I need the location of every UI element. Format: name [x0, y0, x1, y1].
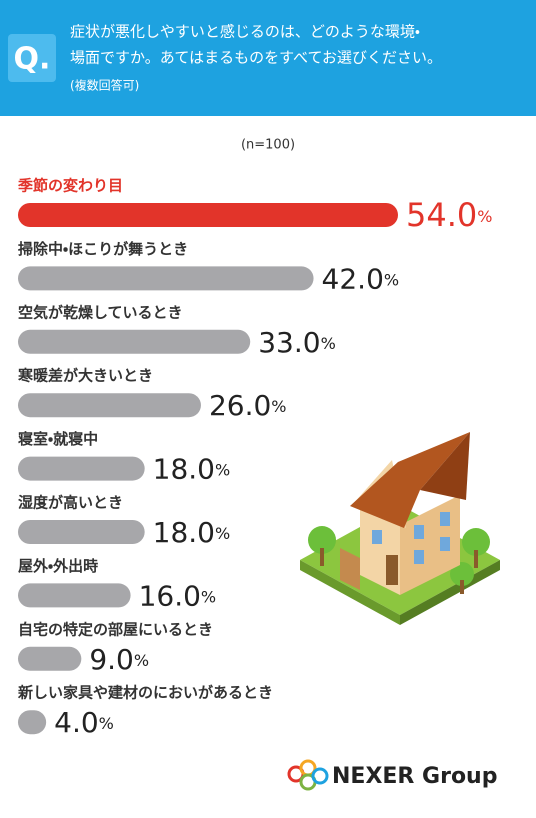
bar: [18, 266, 314, 291]
bar: [18, 456, 145, 481]
header-band: [0, 0, 536, 116]
badge-box: [8, 34, 56, 82]
value-label: 18.0%: [153, 453, 231, 486]
logo-text: NEXER Group: [332, 764, 497, 789]
value-label: 33.0%: [258, 326, 336, 359]
value-label: 42.0%: [322, 262, 400, 295]
category-label: 空気が乾燥しているとき: [18, 303, 183, 321]
logo: [287, 759, 329, 791]
badge: Q.: [14, 42, 51, 77]
title-line: 症状が悪化しやすいと感じるのは、どのような環境・: [70, 23, 420, 41]
subtitle: (複数回答可): [70, 78, 139, 93]
value-label: 54.0%: [406, 196, 492, 234]
bar: [18, 646, 82, 671]
title-line: 場面ですか。あてはまるものをすべてお選びください。: [70, 49, 442, 67]
bar: [18, 393, 201, 418]
category-label: 寝室・就寝中: [18, 430, 98, 448]
bar: [18, 710, 47, 735]
category-label: 屋外・外出時: [18, 557, 98, 575]
value-label: 9.0%: [89, 643, 149, 676]
value-label: 4.0%: [54, 706, 114, 739]
value-label: 18.0%: [153, 516, 231, 549]
note: (n=100): [241, 138, 295, 153]
value-label: 26.0%: [209, 389, 287, 422]
house-illustration: [300, 432, 500, 625]
value-label: 16.0%: [139, 579, 217, 612]
category-label: 自宅の特定の部屋にいるとき: [18, 620, 213, 638]
bar: [18, 203, 398, 227]
category-label: 新しい家具や建材のにおいがあるとき: [17, 684, 273, 702]
bar: [18, 329, 251, 354]
category-label: 寒暖差が大きいとき: [17, 367, 153, 385]
bar: [18, 583, 131, 608]
category-label: 掃除中・ほこりが舞うとき: [18, 240, 188, 258]
category-label: 季節の変わり目: [17, 177, 123, 195]
bar: [18, 520, 145, 544]
category-label: 湿度が高いとき: [18, 494, 123, 512]
